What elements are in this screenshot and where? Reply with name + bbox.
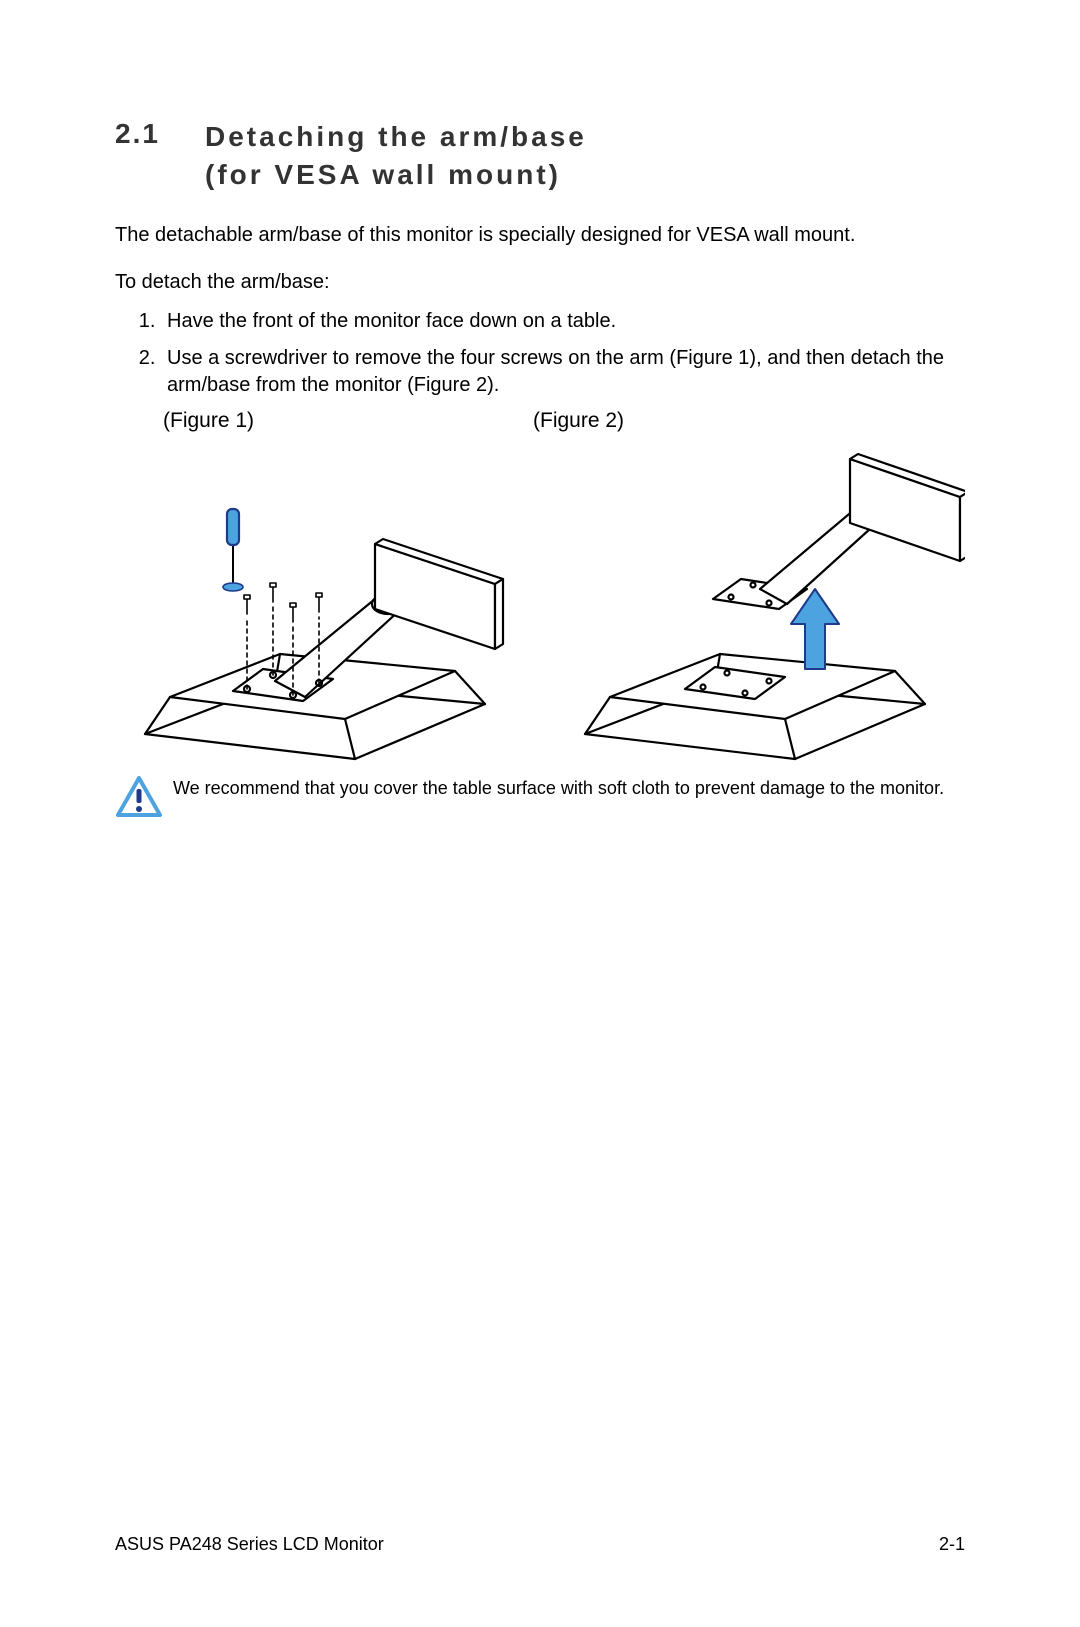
section-title-line1: Detaching the arm/base [205,121,587,152]
steps-list: Have the front of the monitor face down … [115,308,965,399]
page-footer: ASUS PA248 Series LCD Monitor 2-1 [115,1534,965,1555]
section-title-line2: (for VESA wall mount) [205,159,561,190]
figures-row [115,439,965,769]
lead-paragraph: To detach the arm/base: [115,269,965,296]
figure-1-label: (Figure 1) [163,409,523,433]
footer-right: 2-1 [939,1534,965,1555]
figure-2 [555,439,965,769]
figure-1 [115,439,525,769]
section-title: Detaching the arm/base (for VESA wall mo… [205,118,587,194]
step-1: Have the front of the monitor face down … [161,308,965,335]
footer-left: ASUS PA248 Series LCD Monitor [115,1534,384,1555]
document-page: 2.1 Detaching the arm/base (for VESA wal… [0,0,1080,1627]
warning-icon [115,775,173,824]
section-heading: 2.1 Detaching the arm/base (for VESA wal… [115,118,965,194]
note-text: We recommend that you cover the table su… [173,775,944,800]
step-2: Use a screwdriver to remove the four scr… [161,345,965,399]
figure-labels-row: (Figure 1) (Figure 2) [115,409,965,433]
section-number: 2.1 [115,118,205,150]
intro-paragraph: The detachable arm/base of this monitor … [115,222,965,249]
figure-2-label: (Figure 2) [533,409,624,433]
note-row: We recommend that you cover the table su… [115,775,965,824]
